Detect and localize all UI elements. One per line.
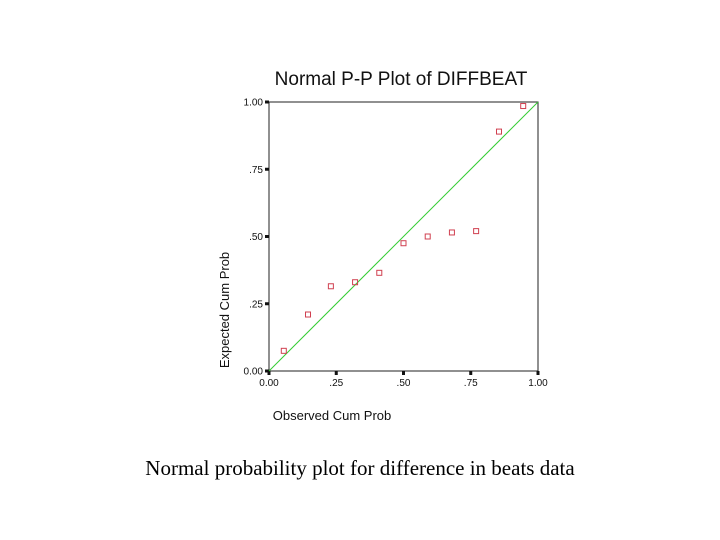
data-point <box>280 347 287 354</box>
x-tick-mark <box>536 371 540 375</box>
figure-caption: Normal probability plot for difference i… <box>145 456 575 480</box>
data-point <box>424 233 431 240</box>
reference-line <box>268 101 539 372</box>
pp-plot-chart: Normal P-P Plot of DIFFBEAT 0.00 .25 .50 .7… <box>217 69 549 423</box>
y-axis-label: Expected Cum Prob <box>217 252 232 368</box>
x-tick-label: .25 <box>329 378 343 389</box>
data-point <box>352 279 359 286</box>
data-point <box>448 229 455 236</box>
x-tick-mark <box>402 371 405 375</box>
x-tick-mark <box>267 371 271 375</box>
y-tick-label: .25 <box>249 299 263 310</box>
x-tick-label: 0.00 <box>259 378 279 389</box>
data-point <box>327 283 334 290</box>
y-tick-mark <box>265 100 269 104</box>
x-axis-label: Observed Cum Prob <box>273 408 392 423</box>
y-tick-mark <box>265 302 269 306</box>
plot-area: 0.00 .25 .50 .75 1.00 0.00 .25 .50 .75 1.00 <box>244 98 549 390</box>
data-point <box>473 228 480 235</box>
data-point <box>400 240 407 247</box>
y-tick-label: 1.00 <box>244 98 264 109</box>
x-tick-mark <box>334 371 338 375</box>
data-point <box>305 311 312 318</box>
y-tick-mark <box>265 235 269 238</box>
x-tick-label: 1.00 <box>528 378 548 389</box>
x-tick-mark <box>469 371 473 375</box>
y-tick-label: 0.00 <box>244 367 264 378</box>
data-point <box>520 103 527 110</box>
chart-title: Normal P-P Plot of DIFFBEAT <box>275 69 528 90</box>
x-tick-label: .50 <box>397 378 411 389</box>
y-tick-label: .50 <box>249 232 263 243</box>
y-tick-label: .75 <box>249 165 263 176</box>
y-tick-mark <box>265 167 269 171</box>
x-tick-label: .75 <box>464 378 478 389</box>
data-point <box>376 269 383 276</box>
data-point <box>495 128 502 135</box>
y-tick-mark <box>265 369 269 373</box>
